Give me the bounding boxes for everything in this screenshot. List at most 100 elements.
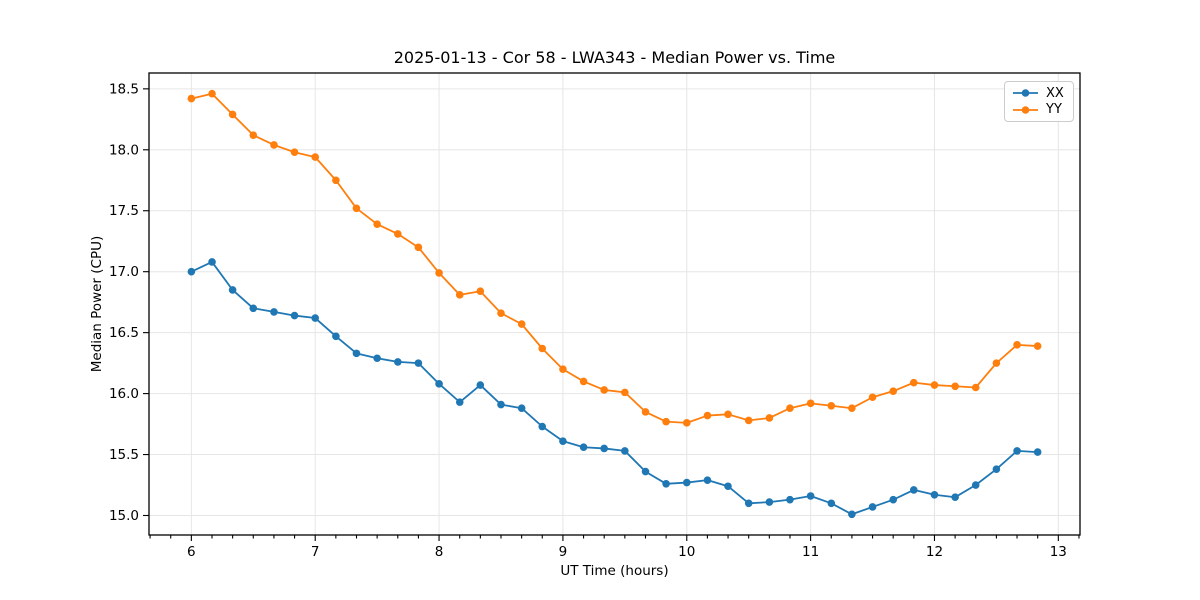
data-point-yy	[476, 287, 485, 296]
data-point-yy	[559, 365, 567, 374]
data-point-xx	[930, 490, 939, 499]
data-point-yy	[786, 404, 794, 413]
x-tick-label: 10	[678, 544, 695, 560]
plot-border	[148, 72, 1081, 536]
data-point-yy	[765, 414, 774, 422]
data-point-xx	[951, 493, 959, 502]
y-tick-label: 16.0	[109, 386, 139, 402]
data-point-xx	[538, 422, 547, 431]
data-point-xx	[455, 398, 464, 406]
data-point-xx	[228, 286, 237, 294]
data-point-yy	[187, 94, 196, 103]
data-point-xx	[889, 495, 898, 504]
data-point-yy	[744, 416, 753, 425]
data-point-yy	[827, 401, 836, 410]
data-point-yy	[641, 408, 650, 416]
data-point-xx	[208, 258, 216, 266]
data-point-xx	[827, 499, 836, 508]
data-point-xx	[559, 437, 567, 445]
data-point-yy	[621, 388, 629, 397]
data-point-yy	[868, 393, 877, 402]
data-point-xx	[414, 359, 423, 367]
x-tick-label: 13	[1050, 544, 1067, 560]
data-point-xx	[435, 380, 443, 388]
data-point-yy	[538, 344, 547, 353]
data-point-yy	[352, 204, 361, 213]
data-point-yy	[992, 359, 1001, 367]
x-tick-label: 7	[311, 544, 320, 560]
data-point-xx	[311, 314, 320, 322]
data-point-yy	[971, 383, 980, 392]
data-point-yy	[332, 176, 340, 185]
data-point-xx	[868, 503, 877, 511]
data-point-yy	[848, 404, 856, 413]
data-point-xx	[621, 447, 629, 455]
data-point-xx	[992, 465, 1001, 473]
axis-ticks	[143, 88, 1080, 541]
data-point-yy	[579, 377, 588, 386]
y-tick-label: 17.5	[109, 203, 139, 219]
data-point-xx	[600, 444, 608, 453]
data-point-yy	[724, 410, 732, 419]
data-point-yy	[662, 417, 670, 426]
chart-title: 2025-01-13 - Cor 58 - LWA343 - Median Po…	[393, 48, 836, 67]
x-tick-label: 8	[435, 544, 444, 560]
data-point-xx	[765, 498, 774, 506]
data-point-yy	[270, 141, 278, 149]
data-point-xx	[662, 480, 670, 488]
data-point-xx	[476, 381, 485, 389]
data-point-yy	[951, 382, 959, 391]
data-point-yy	[703, 411, 712, 420]
data-point-xx	[806, 492, 815, 500]
series-xx	[187, 258, 1042, 519]
legend: XX YY	[1004, 81, 1074, 122]
data-point-xx	[187, 267, 196, 276]
data-point-xx	[497, 400, 505, 409]
data-point-yy	[1033, 342, 1042, 350]
data-point-xx	[290, 311, 299, 320]
data-point-xx	[1033, 448, 1042, 456]
data-point-xx	[848, 510, 856, 519]
data-point-yy	[497, 309, 505, 317]
data-point-xx	[909, 486, 918, 494]
x-tick-label: 12	[926, 544, 943, 560]
legend-line-marker-yy	[1013, 105, 1038, 114]
data-point-yy	[394, 230, 402, 238]
tick-labels: 6 7 8 9 10 11 12 13 15.0 15.5 16.0 16.5 17.0 17.5 18.0…	[109, 81, 1067, 560]
y-tick-label: 18.5	[109, 81, 139, 97]
data-point-xx	[682, 478, 691, 487]
data-point-yy	[311, 153, 320, 161]
gridlines	[149, 73, 1080, 535]
data-point-xx	[270, 308, 278, 316]
data-point-yy	[290, 148, 299, 157]
data-point-yy	[228, 110, 237, 119]
data-point-xx	[724, 482, 732, 491]
series-yy	[187, 89, 1042, 427]
data-point-xx	[332, 332, 340, 341]
data-point-yy	[930, 381, 939, 389]
data-point-yy	[806, 399, 815, 408]
legend-item-yy: YY	[1012, 103, 1066, 116]
legend-label-yy: YY	[1046, 102, 1062, 118]
legend-line-marker-xx	[1013, 89, 1038, 98]
data-point-xx	[517, 404, 526, 413]
data-point-yy	[414, 243, 423, 252]
data-point-yy	[373, 220, 381, 228]
data-point-yy	[600, 386, 608, 394]
data-point-xx	[641, 467, 650, 476]
legend-label-xx: XX	[1046, 85, 1064, 101]
data-point-yy	[208, 89, 216, 98]
data-point-yy	[249, 131, 258, 139]
legend-item-xx: XX	[1012, 87, 1066, 100]
data-point-xx	[352, 349, 361, 358]
data-point-xx	[394, 358, 402, 366]
y-tick-label: 15.0	[109, 508, 139, 524]
data-point-yy	[517, 320, 526, 328]
x-tick-label: 6	[187, 544, 196, 560]
x-tick-label: 9	[559, 544, 568, 560]
data-point-yy	[889, 387, 898, 395]
data-point-xx	[703, 476, 712, 484]
y-tick-label: 18.0	[109, 142, 139, 158]
